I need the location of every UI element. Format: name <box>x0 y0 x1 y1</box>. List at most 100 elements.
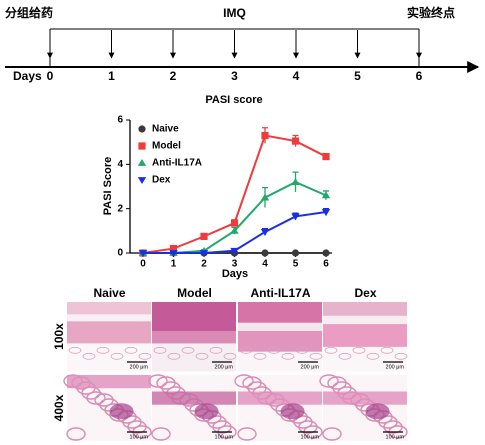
tissue-layer <box>67 321 151 344</box>
legend-label: Naive <box>152 124 179 135</box>
marker <box>321 191 331 199</box>
tissue-detail <box>237 427 257 441</box>
tissue-detail <box>82 352 96 360</box>
histology-panel: 100 μm <box>148 374 237 441</box>
y-tick-label: 4 <box>117 159 123 170</box>
x-tick-label: 2 <box>201 259 207 270</box>
x-tick-label: 1 <box>171 259 177 270</box>
tissue-detail <box>338 352 352 360</box>
legend-marker <box>138 142 146 150</box>
tissue-layer <box>67 314 151 322</box>
scale-label: 100 μm <box>386 434 405 440</box>
tissue-layer <box>238 391 322 405</box>
scale-label: 100 μm <box>301 434 320 440</box>
tissue-detail <box>352 346 366 354</box>
marker <box>169 244 178 253</box>
marker <box>261 249 269 257</box>
x-tick-label: 0 <box>140 259 146 270</box>
tissue-layer <box>323 324 407 348</box>
x-tick-label: 6 <box>323 259 329 270</box>
day-label: 5 <box>354 69 361 83</box>
scale-label: 200 μm <box>386 364 405 370</box>
tissue-layer <box>67 343 151 372</box>
marker <box>199 250 209 257</box>
marker <box>261 131 269 140</box>
chart-title: PASI score <box>205 94 262 106</box>
event-label: IMQ <box>223 6 246 20</box>
row-label: 400x <box>52 394 66 421</box>
scale-label: 100 μm <box>215 434 234 440</box>
tissue-layer <box>238 351 322 372</box>
legend-marker <box>137 159 147 166</box>
day-label: 4 <box>293 69 300 83</box>
tissue-layer <box>323 375 407 441</box>
y-tick-label: 2 <box>117 203 123 214</box>
marker <box>291 137 300 145</box>
legend-label: Dex <box>152 175 171 186</box>
y-tick-label: 6 <box>117 115 123 126</box>
tissue-detail <box>394 352 408 360</box>
tissue-detail <box>167 352 181 360</box>
tissue-detail <box>156 376 176 390</box>
tissue-detail <box>181 346 195 354</box>
event-label: 实验终点 <box>407 5 455 20</box>
legend-label: Anti-IL17A <box>152 158 202 169</box>
tissue-layer <box>323 315 407 325</box>
scale-label: 100 μm <box>130 434 149 440</box>
tissue-detail <box>68 346 82 354</box>
tissue-detail <box>110 352 124 360</box>
tissue-detail <box>365 403 390 420</box>
tissue-detail <box>96 346 110 354</box>
scale-label: 200 μm <box>215 364 234 370</box>
tissue-detail <box>280 403 305 420</box>
column-label: Anti-IL17A <box>251 286 311 300</box>
tissue-layer <box>323 302 407 317</box>
histology-panel: 100 μm <box>63 374 152 441</box>
day-label: 2 <box>170 69 177 83</box>
day-label: 3 <box>231 69 238 83</box>
tissue-detail <box>366 352 380 360</box>
tissue-detail <box>153 346 167 354</box>
tissue-detail <box>242 376 262 390</box>
histology-panel: 200 μm <box>238 302 323 372</box>
row-label: 100x <box>52 323 66 350</box>
scale-label: 200 μm <box>301 364 320 370</box>
tissue-detail <box>327 376 347 390</box>
tissue-detail <box>66 427 86 441</box>
tissue-layer <box>152 391 236 405</box>
histology-panel: 200 μm <box>323 302 408 372</box>
x-tick-label: 3 <box>232 259 238 270</box>
tissue-detail <box>234 374 254 388</box>
marker <box>230 226 239 234</box>
marker <box>291 213 300 221</box>
y-axis-label: PASI Score <box>102 157 114 216</box>
column-label: Model <box>177 286 212 300</box>
tissue-layer <box>238 375 322 441</box>
tissue-layer <box>152 330 236 344</box>
marker <box>200 232 208 240</box>
tissue-layer <box>152 375 236 441</box>
tissue-detail <box>319 374 339 388</box>
legend-label: Model <box>152 141 181 152</box>
tissue-detail <box>148 374 168 388</box>
tissue-layer <box>152 302 236 332</box>
tissue-detail <box>239 346 253 354</box>
x-tick-label: 4 <box>262 259 268 270</box>
tissue-detail <box>267 346 281 354</box>
tissue-detail <box>94 393 114 407</box>
tissue-layer <box>238 330 322 353</box>
tissue-detail <box>138 352 152 360</box>
tissue-detail <box>324 346 338 354</box>
tissue-layer <box>67 302 151 315</box>
series-line <box>142 134 327 254</box>
histology-panel: 200 μm <box>152 302 237 372</box>
tissue-detail <box>209 346 223 354</box>
legend-marker <box>138 125 146 133</box>
scale-label: 200 μm <box>130 364 149 370</box>
marker <box>291 178 300 185</box>
marker <box>321 209 331 216</box>
tissue-layer <box>152 343 236 372</box>
tissue-detail <box>151 427 171 441</box>
day-label: 1 <box>108 69 115 83</box>
marker <box>230 219 239 227</box>
